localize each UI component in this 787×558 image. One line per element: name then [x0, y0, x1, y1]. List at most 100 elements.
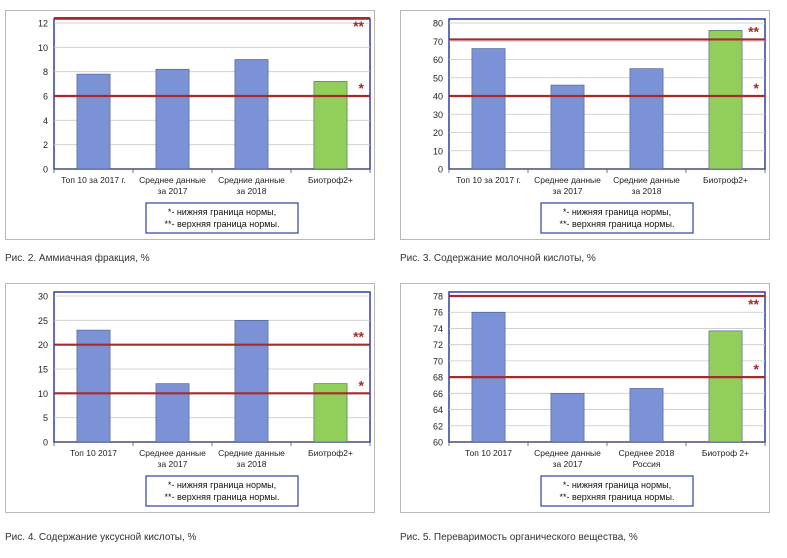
- chart-panel-ammonia: 0 2 4 6 8 10 12 Топ 10 за 2017 г. Среднее данные…: [5, 10, 375, 240]
- bar: [550, 84, 585, 170]
- x-tick-label: Топ 10 за 2017 г.: [456, 175, 521, 185]
- chart-digestibility: 60 62 64 66 68 70 72 74 76 78 Топ 10 2017 Среднее д…: [433, 291, 766, 507]
- bar: [629, 68, 664, 170]
- bar: [234, 59, 269, 170]
- chart-panel-lactic-acid: 0 10 20 30 40 50 60 70 80 Топ 10 за 2017 г. Средне…: [400, 10, 770, 240]
- y-tick-label: 5: [43, 413, 48, 423]
- y-tick-label: 60: [433, 438, 443, 448]
- y-tick-label: 20: [433, 128, 443, 138]
- x-tick-label: Среднее данные: [139, 175, 206, 185]
- x-tick-label: Среднее данные: [534, 448, 601, 458]
- bar: [234, 320, 269, 443]
- reference-marker: **: [353, 18, 364, 34]
- x-tick-label: Среднее 2018: [619, 448, 675, 458]
- y-tick-label: 15: [38, 365, 48, 375]
- figure-caption-2: Рис. 2. Аммиачная фракция, %: [5, 253, 150, 264]
- y-tick-label: 8: [43, 67, 48, 77]
- chart-lactic-acid: 0 10 20 30 40 50 60 70 80 Топ 10 за 2017 г. Средне…: [433, 18, 766, 234]
- figure-caption-4: Рис. 4. Содержание уксусной кислоты, %: [5, 532, 197, 543]
- x-tick-label: Биотроф2+: [308, 448, 353, 458]
- y-tick-label: 0: [438, 165, 443, 175]
- y-tick-label: 0: [43, 165, 48, 175]
- y-tick-label: 30: [433, 110, 443, 120]
- legend-entry: *- нижняя граница нормы,: [563, 207, 671, 217]
- x-tick-label: Средние данные: [218, 175, 285, 185]
- legend-box: [145, 475, 299, 507]
- reference-marker: **: [748, 23, 759, 39]
- x-tick-label: Россия: [633, 459, 661, 469]
- bar: [550, 393, 585, 443]
- y-tick-label: 74: [433, 324, 443, 334]
- y-tick-label: 2: [43, 140, 48, 150]
- chart-panel-acetic-acid: 0 5 10 15 20 25 30 Топ 10 2017 Среднее данные за …: [5, 283, 375, 513]
- x-tick-label: Топ 10 за 2017 г.: [61, 175, 126, 185]
- y-tick-label: 68: [433, 373, 443, 383]
- reference-marker: *: [754, 361, 760, 377]
- legend-entry: *- нижняя граница нормы,: [563, 480, 671, 490]
- y-tick-label: 4: [43, 116, 48, 126]
- chart-panel-digestibility: 60 62 64 66 68 70 72 74 76 78 Топ 10 2017 Среднее д…: [400, 283, 770, 513]
- bar: [76, 329, 111, 443]
- bar: [155, 68, 190, 170]
- y-tick-label: 10: [38, 389, 48, 399]
- y-tick-label: 25: [38, 316, 48, 326]
- bar: [708, 330, 743, 443]
- x-tick-label: за 2018: [237, 459, 267, 469]
- x-tick-label: за 2018: [632, 186, 662, 196]
- x-tick-label: за 2017: [553, 186, 583, 196]
- reference-marker: **: [353, 329, 364, 345]
- x-tick-label: Биотроф 2+: [702, 448, 749, 458]
- y-tick-label: 50: [433, 73, 443, 83]
- legend-entry: **- верхняя граница нормы.: [165, 492, 280, 502]
- bar: [313, 81, 348, 170]
- y-tick-label: 66: [433, 389, 443, 399]
- y-tick-label: 78: [433, 292, 443, 302]
- bar: [471, 48, 506, 170]
- y-tick-label: 0: [43, 438, 48, 448]
- y-tick-label: 10: [433, 146, 443, 156]
- y-tick-label: 60: [433, 55, 443, 65]
- legend-entry: **- верхняя граница нормы.: [165, 219, 280, 229]
- x-tick-label: за 2017: [158, 459, 188, 469]
- x-tick-label: Среднее данные: [139, 448, 206, 458]
- y-tick-label: 64: [433, 405, 443, 415]
- y-tick-label: 62: [433, 421, 443, 431]
- y-tick-label: 12: [38, 19, 48, 29]
- y-tick-label: 70: [433, 37, 443, 47]
- figure-caption-3: Рис. 3. Содержание молочной кислоты, %: [400, 253, 596, 264]
- x-tick-label: Биотроф2+: [703, 175, 748, 185]
- x-tick-label: Среднее данные: [534, 175, 601, 185]
- y-tick-label: 40: [433, 92, 443, 102]
- reference-marker: **: [748, 296, 759, 312]
- x-tick-label: Топ 10 2017: [70, 448, 117, 458]
- legend-entry: *- нижняя граница нормы,: [168, 480, 276, 490]
- legend-entry: **- верхняя граница нормы.: [560, 219, 675, 229]
- legend-box: [540, 475, 694, 507]
- legend-box: [145, 202, 299, 234]
- bar: [708, 29, 743, 170]
- legend-box: [540, 202, 694, 234]
- legend-entry: **- верхняя граница нормы.: [560, 492, 675, 502]
- y-tick-label: 70: [433, 356, 443, 366]
- x-tick-label: за 2017: [158, 186, 188, 196]
- legend-entry: *- нижняя граница нормы,: [168, 207, 276, 217]
- y-tick-label: 10: [38, 43, 48, 53]
- x-tick-label: Средние данные: [613, 175, 680, 185]
- x-tick-label: Топ 10 2017: [465, 448, 512, 458]
- bar: [76, 73, 111, 170]
- x-tick-label: за 2017: [553, 459, 583, 469]
- reference-marker: *: [754, 80, 760, 96]
- figure-caption-5: Рис. 5. Переваримость органического веще…: [400, 532, 638, 543]
- bar: [629, 388, 664, 443]
- y-tick-label: 30: [38, 292, 48, 302]
- y-tick-label: 20: [38, 340, 48, 350]
- y-tick-label: 80: [433, 19, 443, 29]
- reference-marker: *: [359, 80, 365, 96]
- chart-ammonia: 0 2 4 6 8 10 12 Топ 10 за 2017 г. Среднее данные…: [38, 17, 371, 234]
- y-tick-label: 72: [433, 340, 443, 350]
- x-tick-label: Биотроф2+: [308, 175, 353, 185]
- y-tick-label: 6: [43, 92, 48, 102]
- y-tick-label: 76: [433, 308, 443, 318]
- x-tick-label: Средние данные: [218, 448, 285, 458]
